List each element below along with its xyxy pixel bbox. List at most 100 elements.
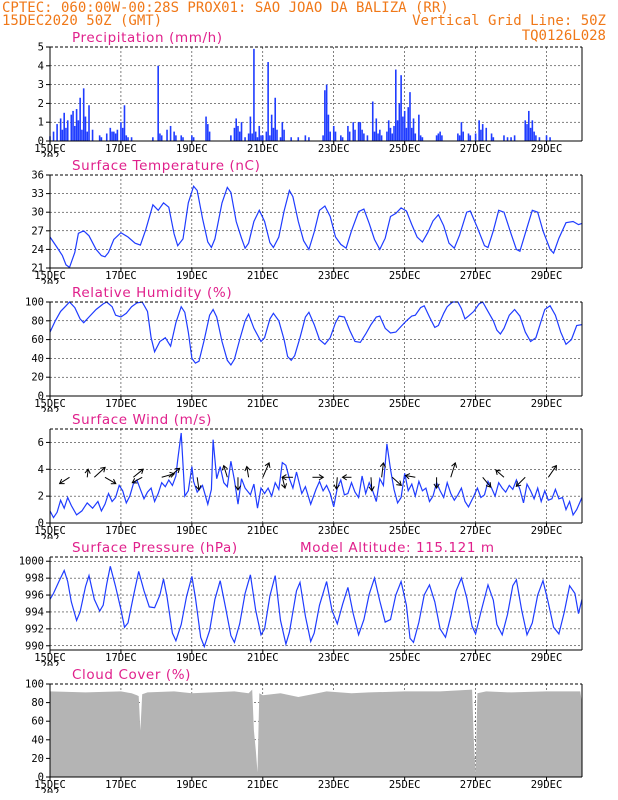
precip-bar (84, 116, 87, 141)
pressure-series-line (49, 566, 583, 649)
temperature-panel: 21 24 27 30 33 36 15DEC 17DEC 19DEC 21DEC 23DEC 25D… (31, 158, 583, 284)
x-tick-label: 17DEC (105, 652, 137, 664)
y-tick-label: 2 (38, 491, 44, 503)
y-tick-label: 4 (38, 464, 44, 476)
wind-arrow-head (84, 468, 91, 474)
precip-bar (474, 133, 477, 141)
precip-bar (535, 135, 537, 141)
wind-arrow-head (318, 474, 325, 481)
y-tick-label: 60 (31, 334, 44, 346)
x-tick-label: 23DEC (318, 779, 350, 791)
x-tick-label: 15DEC (34, 652, 66, 664)
wind-arrow-head (433, 483, 440, 490)
wind-arrow (370, 477, 373, 491)
x-tick-label: 23DEC (318, 270, 350, 282)
precip-bar (462, 131, 464, 141)
precip-bar (325, 84, 328, 141)
header-vertical-grid-line: Vertical Grid Line: 50Z (412, 13, 606, 29)
precip-bar (290, 137, 292, 141)
x-tick-label: 19DEC (176, 652, 208, 664)
precip-bar (469, 135, 472, 141)
precip-bar (354, 129, 356, 141)
precip-bar (419, 135, 422, 141)
precip-bar (56, 124, 58, 141)
precip-bar (361, 129, 363, 141)
precip-bar (437, 133, 440, 141)
pressure-panel: 990 992 994 996 998 1000 15DEC 17DEC 19DEC 21DEC 2… (19, 540, 583, 672)
precip-bar (111, 131, 113, 141)
precip-bar (258, 125, 261, 141)
x-tick-label: 17DEC (105, 143, 137, 155)
wind-arrow (104, 476, 117, 485)
precip-bar (467, 133, 470, 141)
wind-arrow-head (396, 480, 403, 487)
x-tick-label: 15DEC (34, 779, 66, 791)
precip-bar (529, 127, 532, 141)
precip-bar (297, 137, 300, 141)
x-tick-label: 21DEC (247, 270, 279, 282)
x-tick-label: 19DEC (176, 270, 208, 282)
y-tick-label: 100 (25, 679, 44, 691)
cloud-cover-area (50, 689, 582, 777)
precip-bar (439, 131, 441, 141)
y-tick-label: 40 (31, 734, 44, 746)
precip-bar (125, 135, 128, 141)
y-tick-label: 1000 (19, 556, 44, 568)
wind-arrow (93, 467, 106, 478)
precip-bar (276, 129, 278, 141)
pressure-title: Surface Pressure (hPa) (72, 540, 238, 556)
precip-bar (235, 118, 237, 141)
precip-bar (265, 131, 268, 141)
precip-bar (373, 131, 376, 141)
y-tick-label: 40 (31, 353, 44, 365)
precip-bar (98, 135, 101, 141)
x-tick-label: 15DEC (34, 143, 66, 155)
y-tick-label: 0 (38, 518, 44, 530)
precip-bar (79, 97, 81, 141)
precip-bar (157, 65, 159, 141)
x-tick-label: 23DEC (318, 652, 350, 664)
x-tick-label: 25DEC (389, 398, 421, 410)
precip-bar (421, 137, 424, 141)
wind-arrow-head (110, 478, 117, 485)
x-tick-label: 19DEC (176, 779, 208, 791)
precip-bar (410, 127, 413, 141)
precip-bar (169, 125, 172, 141)
precip-bar (127, 137, 129, 141)
x-year-label: 202 (41, 660, 60, 672)
temp-title: Surface Temperature (nC) (72, 158, 260, 174)
precip-bar (105, 133, 108, 141)
precip-bar (249, 116, 252, 141)
precip-bar (238, 131, 241, 141)
precip-bar (113, 131, 115, 141)
x-tick-label: 25DEC (389, 270, 421, 282)
wind-arrow (223, 465, 228, 478)
wind-arrow (405, 474, 416, 478)
precip-bar (281, 122, 284, 141)
wind-arrow-head (174, 467, 181, 474)
wind-arrow (133, 468, 144, 478)
wind-arrow (450, 462, 456, 478)
precip-bar (63, 112, 65, 141)
x-tick-label: 23DEC (318, 398, 350, 410)
precip-bar (481, 124, 484, 141)
wind-arrow (391, 476, 402, 486)
precip-bar (329, 131, 331, 141)
wind-arrow (335, 477, 338, 490)
precip-bar (267, 62, 269, 141)
precip-bar (279, 137, 282, 141)
precip-bar (70, 114, 73, 141)
precip-bar (460, 122, 463, 141)
precip-bar (531, 120, 534, 141)
precip-bar (412, 118, 415, 141)
wind-arrow-head (138, 468, 144, 475)
precip-bar (262, 135, 264, 141)
precip-bar (545, 135, 548, 141)
x-tick-label: 21DEC (247, 779, 279, 791)
precip-bar (77, 120, 80, 141)
y-tick-label: 1 (38, 117, 44, 129)
wind-arrow (132, 476, 143, 484)
precip-bar (175, 135, 177, 141)
precip-bar (61, 129, 64, 141)
wind-arrow (381, 462, 384, 478)
